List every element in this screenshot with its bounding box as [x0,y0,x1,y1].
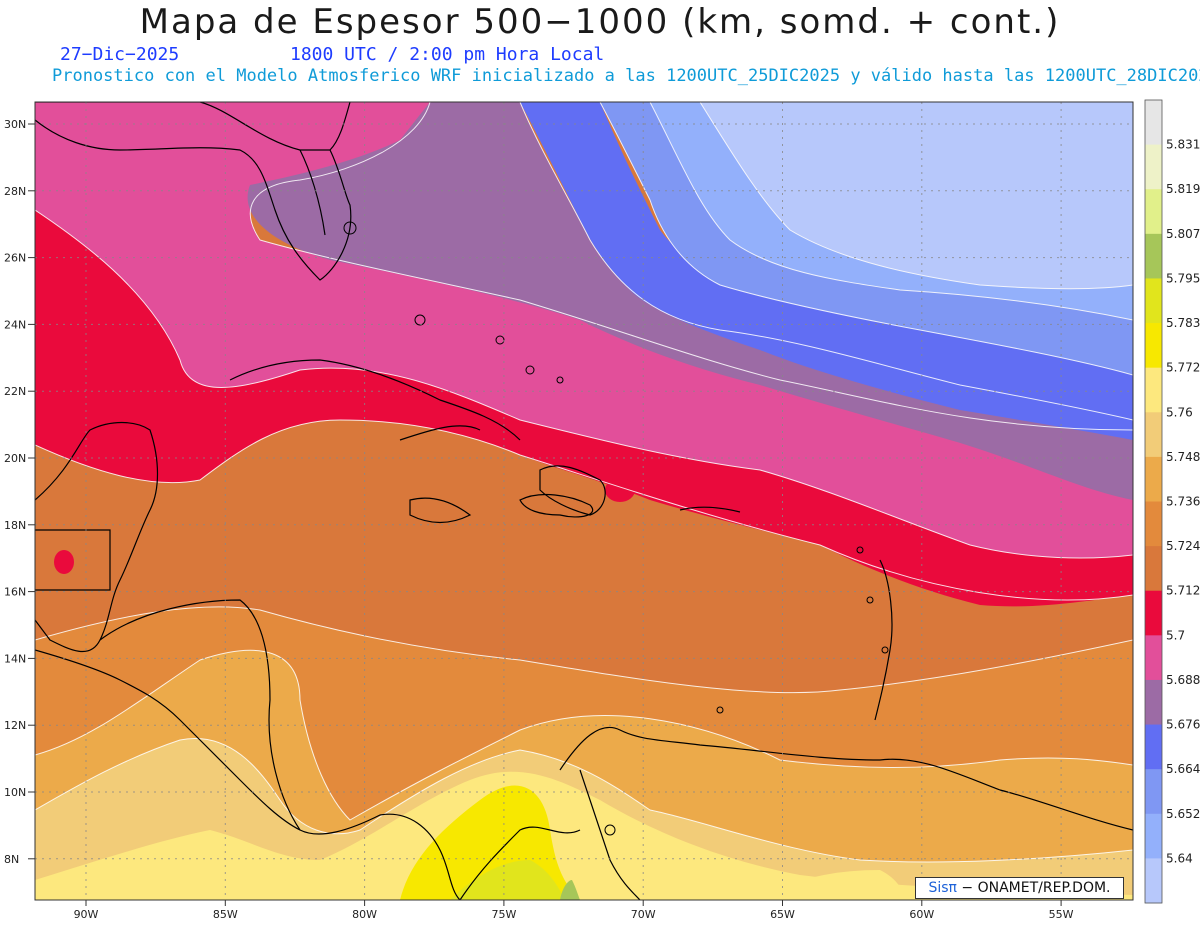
longitude-labels: 90W 85W 80W 75W 70W 65W 60W 55W [74,900,1074,921]
colorbar-swatch [1145,233,1162,279]
map-frame [34,101,1134,901]
colorbar-label: 5.7 [1166,628,1185,642]
lat-label: 22N [4,385,26,398]
colorbar-swatch [1145,100,1162,146]
latitude-labels: 30N 28N 26N 24N 22N 20N 18N 16N 14N 12N 10N 8N [4,118,35,866]
lon-label: 90W [74,908,99,921]
colorbar-swatch [1145,501,1162,547]
colorbar-swatch [1145,724,1162,770]
colorbar: 5.831 5.819 5.807 5.795 5.783 5.772 5.76 5.748 5… [1144,99,1200,904]
map-title: Mapa de Espesor 500−1000 (km, somd. + co… [139,2,1061,42]
model-info: Pronostico con el Modelo Atmosferico WRF… [52,66,1200,86]
colorbar-swatch [1145,858,1162,904]
map-field [35,102,1133,900]
field-5700-spot [54,550,74,574]
field-5795 [560,880,580,900]
field-5700 [35,210,1133,607]
field-5783 [450,860,565,900]
lon-label: 80W [352,908,377,921]
lat-label: 12N [4,719,26,732]
colorbar-label: 5.652 [1166,807,1200,821]
field-5760 [35,771,1133,900]
credit-box: Sisπ − ONAMET/REP.DOM. [915,877,1124,899]
lat-label: 14N [4,652,26,665]
colorbar-swatch [1145,546,1162,592]
forecast-date: 27−Dic−2025 [60,44,180,65]
forecast-time: 1800 UTC / 2:00 pm Hora Local [290,44,605,65]
lon-label: 75W [491,908,516,921]
lat-label: 30N [4,118,26,131]
colorbar-label: 5.736 [1166,495,1200,509]
colorbar-label: 5.783 [1166,316,1200,330]
colorbar-label: 5.819 [1166,182,1200,196]
lat-label: 16N [4,586,26,599]
colorbar-label: 5.664 [1166,762,1200,776]
lat-label: 10N [4,786,26,799]
colorbar-swatch [1145,323,1162,369]
colorbar-label: 5.831 [1166,138,1200,152]
colorbar-label: 5.712 [1166,584,1200,598]
field-5664 [520,102,1133,440]
credit-org: − ONAMET/REP.DOM. [956,880,1111,896]
lon-label: 65W [770,908,795,921]
colorbar-frame [1144,99,1163,904]
colorbar-swatch [1145,189,1162,235]
lon-label: 85W [213,908,238,921]
colorbar-swatch [1145,813,1162,859]
colorbar-swatch [1145,769,1162,815]
colorbar-label: 5.688 [1166,673,1200,687]
lat-label: 8N [4,853,19,866]
field-5676 [247,102,1133,500]
island-outlines [343,221,889,836]
lat-label: 28N [4,185,26,198]
colorbar-label: 5.676 [1166,718,1200,732]
colorbar-swatch [1145,367,1162,413]
field-5640 [650,102,1133,320]
field-5688 [35,102,1133,558]
colorbar-swatch [1145,590,1162,636]
colorbar-label: 5.64 [1166,851,1193,865]
colorbar-label: 5.772 [1166,361,1200,375]
contour-lines [35,102,1133,863]
lon-label: 70W [631,908,656,921]
lon-label: 55W [1049,908,1074,921]
colorbar-swatch [1145,412,1162,458]
colorbar-label: 5.807 [1166,227,1200,241]
colorbar-label: 5.76 [1166,405,1193,419]
colorbar-swatch [1145,456,1162,502]
colorbar-swatch [1145,278,1162,324]
colorbar-label: 5.795 [1166,271,1200,285]
lon-label: 60W [909,908,934,921]
graticule [35,102,1133,900]
colorbar-label: 5.724 [1166,539,1200,553]
coastlines [35,102,1133,900]
lat-label: 20N [4,452,26,465]
field-5628 [700,102,1133,289]
lat-label: 26N [4,252,26,265]
lat-label: 24N [4,318,26,331]
colorbar-swatch [1145,635,1162,681]
colorbar-swatch [1145,144,1162,190]
sispi-logo-text: Sisπ [928,880,957,896]
field-5760-east [760,870,905,900]
lat-label: 18N [4,519,26,532]
colorbar-label: 5.748 [1166,450,1200,464]
colorbar-swatch [1145,679,1162,726]
field-5652 [600,102,1133,375]
field-5700-spot [605,478,635,502]
